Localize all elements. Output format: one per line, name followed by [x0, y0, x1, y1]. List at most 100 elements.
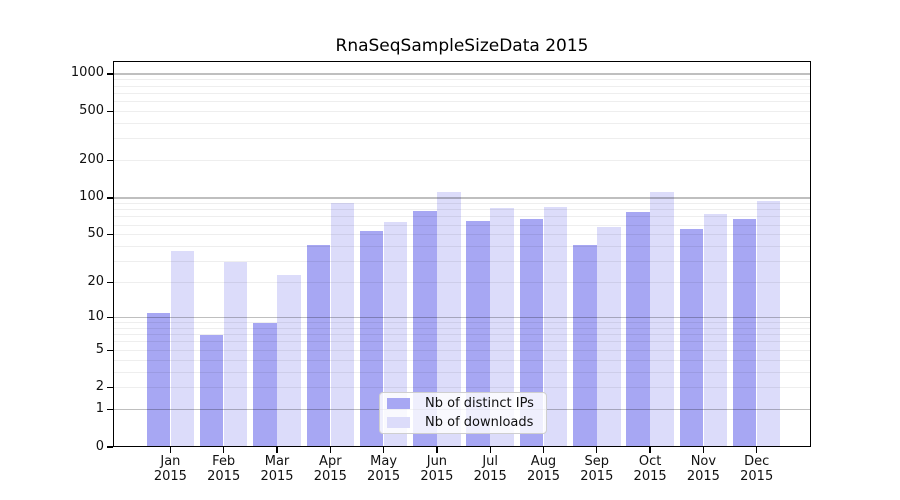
minor-gridline	[113, 92, 811, 94]
bar-distinct-ips-5	[359, 230, 384, 447]
y-tick-label: 0	[95, 438, 104, 454]
y-tick-label: 2	[95, 379, 104, 395]
x-tick-mark	[542, 447, 545, 453]
x-tick-label: Nov 2015	[686, 454, 720, 484]
y-tick-label: 50	[87, 226, 104, 242]
x-tick-mark	[329, 447, 331, 453]
x-tick-mark	[596, 447, 598, 453]
x-tick-mark	[169, 447, 172, 453]
y-tick-mark	[107, 446, 113, 448]
y-tick-mark	[107, 159, 113, 162]
y-tick-label: 5	[95, 341, 104, 357]
legend-label-downloads: Nb of downloads	[425, 415, 534, 430]
bar-downloads-12	[756, 201, 781, 447]
x-tick-mark	[649, 447, 651, 453]
bar-distinct-ips-7	[466, 220, 490, 447]
x-tick-mark	[276, 447, 278, 453]
bar-downloads-5	[383, 221, 408, 447]
legend-item-downloads: Nb of downloads	[380, 413, 546, 432]
minor-gridline	[113, 110, 811, 112]
y-tick-label: 10	[87, 309, 104, 325]
minor-gridline	[113, 349, 811, 351]
y-tick-label: 1	[95, 401, 104, 417]
minor-gridline	[113, 322, 811, 324]
bar-distinct-ips-8	[519, 219, 544, 447]
bar-downloads-8	[543, 207, 568, 447]
minor-gridline	[113, 101, 811, 103]
legend-item-distinct-ips: Nb of distinct IPs	[380, 394, 546, 413]
minor-gridline	[113, 85, 811, 87]
x-tick-label: May 2015	[367, 454, 401, 484]
legend-swatch-distinct-ips	[387, 398, 410, 409]
bar-distinct-ips-10	[626, 211, 650, 447]
bar-downloads-6	[437, 191, 461, 447]
minor-gridline	[113, 138, 811, 140]
minor-gridline	[113, 334, 811, 336]
y-tick-label: 1000	[70, 65, 104, 81]
y-tick-mark	[107, 408, 113, 411]
y-tick-mark	[107, 73, 113, 75]
bar-distinct-ips-4	[306, 245, 331, 447]
minor-gridline	[113, 209, 811, 211]
bar-downloads-3	[277, 275, 301, 447]
x-tick-mark	[436, 447, 438, 453]
major-gridline	[113, 197, 811, 199]
x-tick-label: Jun 2015	[420, 454, 454, 484]
minor-gridline	[113, 327, 811, 329]
y-tick-mark	[107, 234, 113, 236]
bar-downloads-9	[597, 226, 621, 447]
bar-downloads-11	[703, 213, 728, 447]
x-tick-mark	[223, 447, 225, 453]
major-gridline	[113, 73, 811, 75]
y-tick-mark	[107, 281, 113, 284]
minor-gridline	[113, 216, 811, 218]
minor-gridline	[113, 79, 811, 81]
y-tick-label: 200	[79, 152, 104, 168]
major-gridline	[113, 316, 811, 319]
bar-downloads-4	[330, 202, 355, 447]
bar-distinct-ips-11	[679, 228, 704, 447]
x-tick-label: Oct 2015	[633, 454, 667, 484]
y-tick-label: 500	[79, 102, 104, 118]
bar-distinct-ips-1	[146, 312, 171, 447]
legend: Nb of distinct IPs Nb of downloads	[379, 392, 547, 434]
minor-gridline	[113, 261, 811, 263]
x-tick-mark	[702, 447, 705, 453]
minor-gridline	[113, 341, 811, 343]
x-tick-label: Feb 2015	[207, 454, 241, 484]
x-tick-label: Sep 2015	[580, 454, 614, 484]
minor-gridline	[113, 371, 811, 373]
x-tick-mark	[382, 447, 385, 453]
legend-label-distinct-ips: Nb of distinct IPs	[425, 396, 534, 411]
x-tick-label: Jan 2015	[153, 454, 187, 484]
x-tick-mark	[756, 447, 758, 453]
bar-distinct-ips-3	[253, 322, 277, 447]
minor-gridline	[113, 160, 811, 162]
x-tick-label: Dec 2015	[740, 454, 774, 484]
y-tick-mark	[107, 386, 113, 389]
minor-gridline	[113, 202, 811, 204]
chart-title: RnaSeqSampleSizeData 2015	[335, 36, 589, 56]
x-tick-label: Aug 2015	[526, 454, 561, 484]
minor-gridline	[113, 245, 811, 247]
minor-gridline	[113, 282, 811, 284]
y-tick-label: 100	[79, 189, 104, 205]
bar-distinct-ips-12	[732, 219, 757, 447]
bar-downloads-10	[650, 192, 674, 447]
bar-distinct-ips-9	[573, 245, 597, 447]
bar-distinct-ips-6	[413, 211, 437, 447]
x-tick-label: Jul 2015	[473, 454, 507, 484]
x-tick-label: Mar 2015	[260, 454, 294, 484]
x-tick-mark	[489, 447, 491, 453]
x-tick-label: Apr 2015	[313, 454, 347, 484]
y-tick-mark	[107, 316, 113, 319]
y-tick-mark	[107, 197, 113, 199]
y-tick-mark	[107, 349, 113, 351]
minor-gridline	[113, 234, 811, 236]
minor-gridline	[113, 224, 811, 226]
minor-gridline	[113, 387, 811, 389]
minor-gridline	[113, 359, 811, 361]
bar-distinct-ips-2	[199, 334, 224, 447]
